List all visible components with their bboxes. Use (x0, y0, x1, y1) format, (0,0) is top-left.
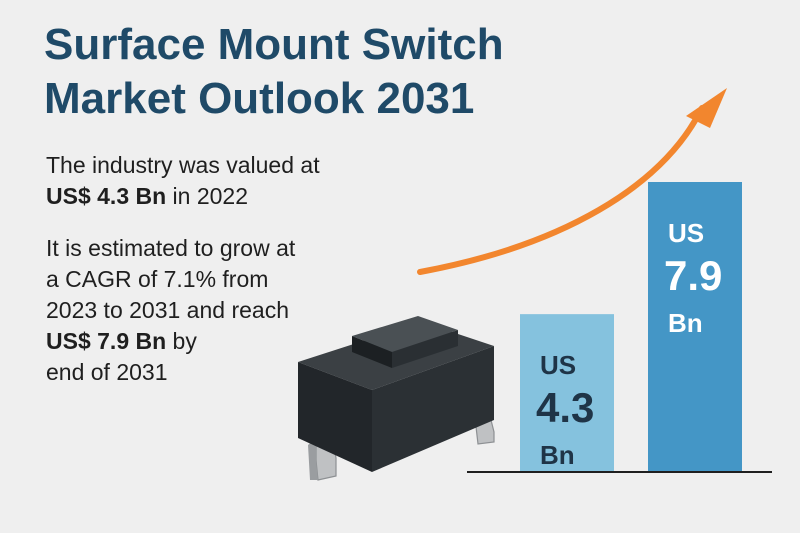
forecast-2031-value: US$ 7.9 Bn (46, 328, 167, 354)
title-line-2: Market Outlook 2031 (44, 74, 475, 123)
bar-label-2031-0: US (668, 218, 704, 248)
bar-label-2022-0: US (540, 350, 576, 380)
forecast-line-3: 2023 to 2031 and reach (46, 297, 289, 323)
forecast-line-1: It is estimated to grow at (46, 235, 296, 261)
bar-label-2031-1: 7.9 (664, 252, 722, 299)
bar-label-2022-1: 4.3 (536, 384, 594, 431)
forecast-paragraph: It is estimated to grow at a CAGR of 7.1… (46, 233, 376, 388)
valuation-paragraph: The industry was valued at US$ 4.3 Bn in… (46, 150, 406, 212)
bar-chart: US 4.3 Bn US 7.9 Bn (520, 182, 742, 472)
valuation-line-1: The industry was valued at (46, 152, 320, 178)
valuation-2022-value: US$ 4.3 Bn (46, 183, 167, 209)
forecast-line-5: end of 2031 (46, 359, 168, 385)
forecast-line-2: a CAGR of 7.1% from (46, 266, 269, 292)
forecast-by: by (166, 328, 197, 354)
tactile-switch-icon (298, 316, 495, 481)
bar-label-2031-2: Bn (668, 308, 703, 338)
page-title: Surface Mount Switch Market Outlook 2031 (44, 18, 644, 126)
bar-label-2022-2: Bn (540, 440, 575, 470)
bar-2022 (520, 314, 614, 472)
valuation-year: in 2022 (166, 183, 249, 209)
bar-2031 (648, 182, 742, 472)
title-line-1: Surface Mount Switch (44, 20, 504, 69)
growth-arrow-icon (417, 88, 727, 275)
